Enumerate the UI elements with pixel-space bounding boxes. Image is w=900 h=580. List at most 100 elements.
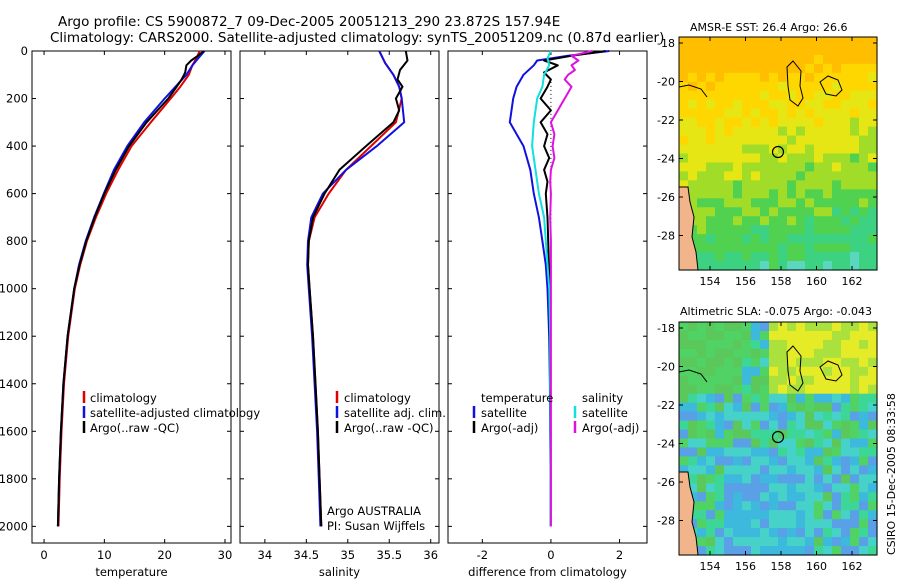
map-cell <box>841 357 851 368</box>
map-cell <box>715 252 725 262</box>
map-cell <box>868 384 878 395</box>
map-cell <box>679 357 689 368</box>
map-cell <box>805 483 815 493</box>
map-cell <box>814 135 824 146</box>
map-cell <box>715 402 725 413</box>
map-cell <box>760 81 770 92</box>
map-cell <box>715 234 725 244</box>
map-cell <box>823 357 833 368</box>
map-cell <box>760 501 770 511</box>
map-cell <box>805 108 815 119</box>
map-cell <box>742 501 752 511</box>
map-cell <box>688 447 698 458</box>
map-cell <box>859 438 869 449</box>
map-cell <box>679 81 689 92</box>
map-cell <box>850 108 860 119</box>
map-cell <box>679 375 689 386</box>
map-cell <box>706 162 716 173</box>
map-cell <box>778 153 788 164</box>
map-cell <box>769 501 779 511</box>
map-cell <box>742 225 752 235</box>
map-cell <box>868 54 878 65</box>
map-cell <box>778 135 788 146</box>
map-cell <box>778 510 788 520</box>
map-cell <box>841 420 851 431</box>
map-cell <box>814 501 824 511</box>
map-cell <box>760 465 770 475</box>
map-cell <box>841 108 851 119</box>
map-cell <box>706 438 716 449</box>
map-cell <box>814 225 824 235</box>
map-cell <box>850 252 860 262</box>
map-cell <box>868 252 878 262</box>
map-cell <box>769 261 779 271</box>
map-cell <box>751 261 761 271</box>
map-cell <box>841 366 851 377</box>
map-cell <box>823 45 833 56</box>
map-cell <box>823 63 833 74</box>
map-cell <box>679 180 689 190</box>
map-cell <box>715 198 725 208</box>
map-cell <box>850 537 860 547</box>
float-owner-label: Argo AUSTRALIA <box>327 504 421 518</box>
map-cell <box>841 189 851 199</box>
map-cell <box>742 447 752 458</box>
map-cell <box>724 90 734 101</box>
map-cell <box>760 456 770 466</box>
difference-panel-frame <box>447 50 648 544</box>
map-cell <box>787 456 797 466</box>
map-cell <box>841 126 851 137</box>
map-cell <box>868 153 878 164</box>
map-cell <box>823 519 833 529</box>
depth-tick-label: 1400 <box>0 377 28 391</box>
map-cell <box>751 546 761 556</box>
map-cell <box>760 63 770 74</box>
map-cell <box>778 234 788 244</box>
map-cell <box>724 501 734 511</box>
map-cell <box>841 45 851 56</box>
map-cell <box>688 135 698 146</box>
map-cell <box>823 393 833 404</box>
map-cell <box>805 519 815 529</box>
map-cell <box>859 198 869 208</box>
map-cell <box>841 99 851 110</box>
map-cell <box>841 252 851 262</box>
map-cell <box>688 72 698 83</box>
map-cell <box>832 63 842 74</box>
map-cell <box>805 339 815 350</box>
map-cell <box>697 393 707 404</box>
map-cell <box>733 438 743 449</box>
map-cell <box>796 252 806 262</box>
legend-satellite-adjusted: satellite-adjusted climatology <box>90 406 260 420</box>
map-cell <box>733 528 743 538</box>
map-cell <box>850 438 860 449</box>
map-cell <box>832 126 842 137</box>
map-cell <box>715 45 725 56</box>
map-cell <box>859 135 869 146</box>
map-cell <box>760 438 770 449</box>
map-cell <box>679 384 689 395</box>
map-cell <box>751 234 761 244</box>
map-cell <box>859 189 869 199</box>
map-cell <box>769 126 779 137</box>
map-cell <box>823 252 833 262</box>
map-cell <box>823 411 833 422</box>
map-cell <box>823 501 833 511</box>
map-cell <box>868 37 878 47</box>
map-cell <box>859 492 869 502</box>
map-cell <box>769 375 779 386</box>
map-cell <box>769 510 779 520</box>
map-cell <box>868 375 878 386</box>
map-cell <box>868 447 878 458</box>
coast-contour <box>678 84 708 98</box>
map-cell <box>724 402 734 413</box>
map-cell <box>733 117 743 128</box>
map-cell <box>778 384 788 395</box>
map-cell <box>778 339 788 350</box>
reef-outline <box>786 345 804 392</box>
map-cell <box>850 393 860 404</box>
map-cell <box>751 456 761 466</box>
map-cell <box>841 429 851 440</box>
map-cell <box>796 519 806 529</box>
map-cell <box>751 189 761 199</box>
